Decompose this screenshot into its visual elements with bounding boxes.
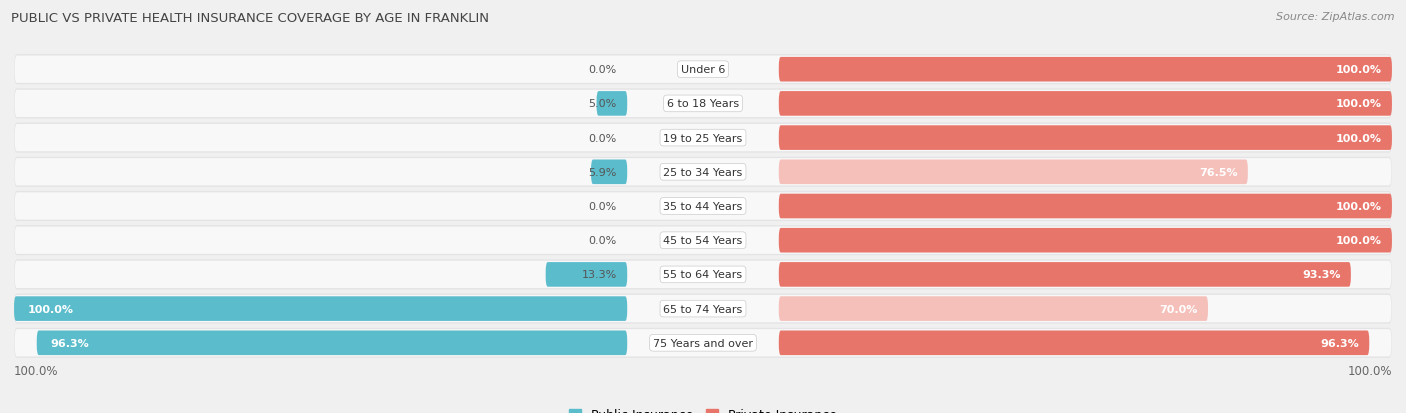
FancyBboxPatch shape: [779, 92, 1392, 116]
FancyBboxPatch shape: [14, 55, 1392, 85]
FancyBboxPatch shape: [779, 126, 1392, 151]
FancyBboxPatch shape: [14, 125, 1392, 152]
Text: 100.0%: 100.0%: [1336, 133, 1382, 143]
FancyBboxPatch shape: [14, 225, 1392, 256]
Text: Under 6: Under 6: [681, 65, 725, 75]
FancyBboxPatch shape: [596, 92, 627, 116]
Text: 93.3%: 93.3%: [1302, 270, 1340, 280]
FancyBboxPatch shape: [14, 294, 1392, 324]
Text: 100.0%: 100.0%: [1336, 99, 1382, 109]
FancyBboxPatch shape: [14, 192, 1392, 221]
FancyBboxPatch shape: [14, 328, 1392, 358]
Text: 13.3%: 13.3%: [582, 270, 617, 280]
FancyBboxPatch shape: [779, 194, 1392, 219]
Text: 75 Years and over: 75 Years and over: [652, 338, 754, 348]
FancyBboxPatch shape: [779, 58, 1392, 82]
FancyBboxPatch shape: [14, 261, 1392, 288]
Text: Source: ZipAtlas.com: Source: ZipAtlas.com: [1277, 12, 1395, 22]
FancyBboxPatch shape: [14, 90, 1392, 118]
Text: 5.0%: 5.0%: [589, 99, 617, 109]
Text: 5.9%: 5.9%: [589, 167, 617, 177]
FancyBboxPatch shape: [14, 297, 627, 321]
FancyBboxPatch shape: [779, 228, 1392, 253]
Text: 100.0%: 100.0%: [14, 364, 59, 377]
FancyBboxPatch shape: [14, 159, 1392, 186]
Text: 70.0%: 70.0%: [1160, 304, 1198, 314]
Text: 0.0%: 0.0%: [589, 236, 617, 246]
FancyBboxPatch shape: [14, 227, 1392, 254]
Text: 45 to 54 Years: 45 to 54 Years: [664, 236, 742, 246]
Text: 76.5%: 76.5%: [1199, 167, 1237, 177]
Text: 100.0%: 100.0%: [1336, 65, 1382, 75]
Text: PUBLIC VS PRIVATE HEALTH INSURANCE COVERAGE BY AGE IN FRANKLIN: PUBLIC VS PRIVATE HEALTH INSURANCE COVER…: [11, 12, 489, 25]
Text: 25 to 34 Years: 25 to 34 Years: [664, 167, 742, 177]
FancyBboxPatch shape: [14, 123, 1392, 153]
FancyBboxPatch shape: [14, 89, 1392, 119]
Text: 100.0%: 100.0%: [1336, 236, 1382, 246]
FancyBboxPatch shape: [779, 331, 1369, 355]
Text: 55 to 64 Years: 55 to 64 Years: [664, 270, 742, 280]
FancyBboxPatch shape: [14, 57, 1392, 84]
FancyBboxPatch shape: [14, 157, 1392, 188]
FancyBboxPatch shape: [14, 295, 1392, 323]
Text: 100.0%: 100.0%: [1336, 202, 1382, 211]
FancyBboxPatch shape: [14, 193, 1392, 220]
Text: 100.0%: 100.0%: [1347, 364, 1392, 377]
Text: 0.0%: 0.0%: [589, 202, 617, 211]
Legend: Public Insurance, Private Insurance: Public Insurance, Private Insurance: [564, 404, 842, 413]
Text: 0.0%: 0.0%: [589, 65, 617, 75]
Text: 0.0%: 0.0%: [589, 133, 617, 143]
Text: 96.3%: 96.3%: [51, 338, 89, 348]
Text: 96.3%: 96.3%: [1320, 338, 1360, 348]
FancyBboxPatch shape: [591, 160, 627, 185]
Text: 65 to 74 Years: 65 to 74 Years: [664, 304, 742, 314]
Text: 19 to 25 Years: 19 to 25 Years: [664, 133, 742, 143]
FancyBboxPatch shape: [546, 262, 627, 287]
FancyBboxPatch shape: [779, 160, 1249, 185]
FancyBboxPatch shape: [779, 297, 1208, 321]
Text: 35 to 44 Years: 35 to 44 Years: [664, 202, 742, 211]
FancyBboxPatch shape: [14, 260, 1392, 290]
FancyBboxPatch shape: [14, 329, 1392, 356]
Text: 100.0%: 100.0%: [28, 304, 75, 314]
Text: 6 to 18 Years: 6 to 18 Years: [666, 99, 740, 109]
FancyBboxPatch shape: [37, 331, 627, 355]
FancyBboxPatch shape: [779, 262, 1351, 287]
